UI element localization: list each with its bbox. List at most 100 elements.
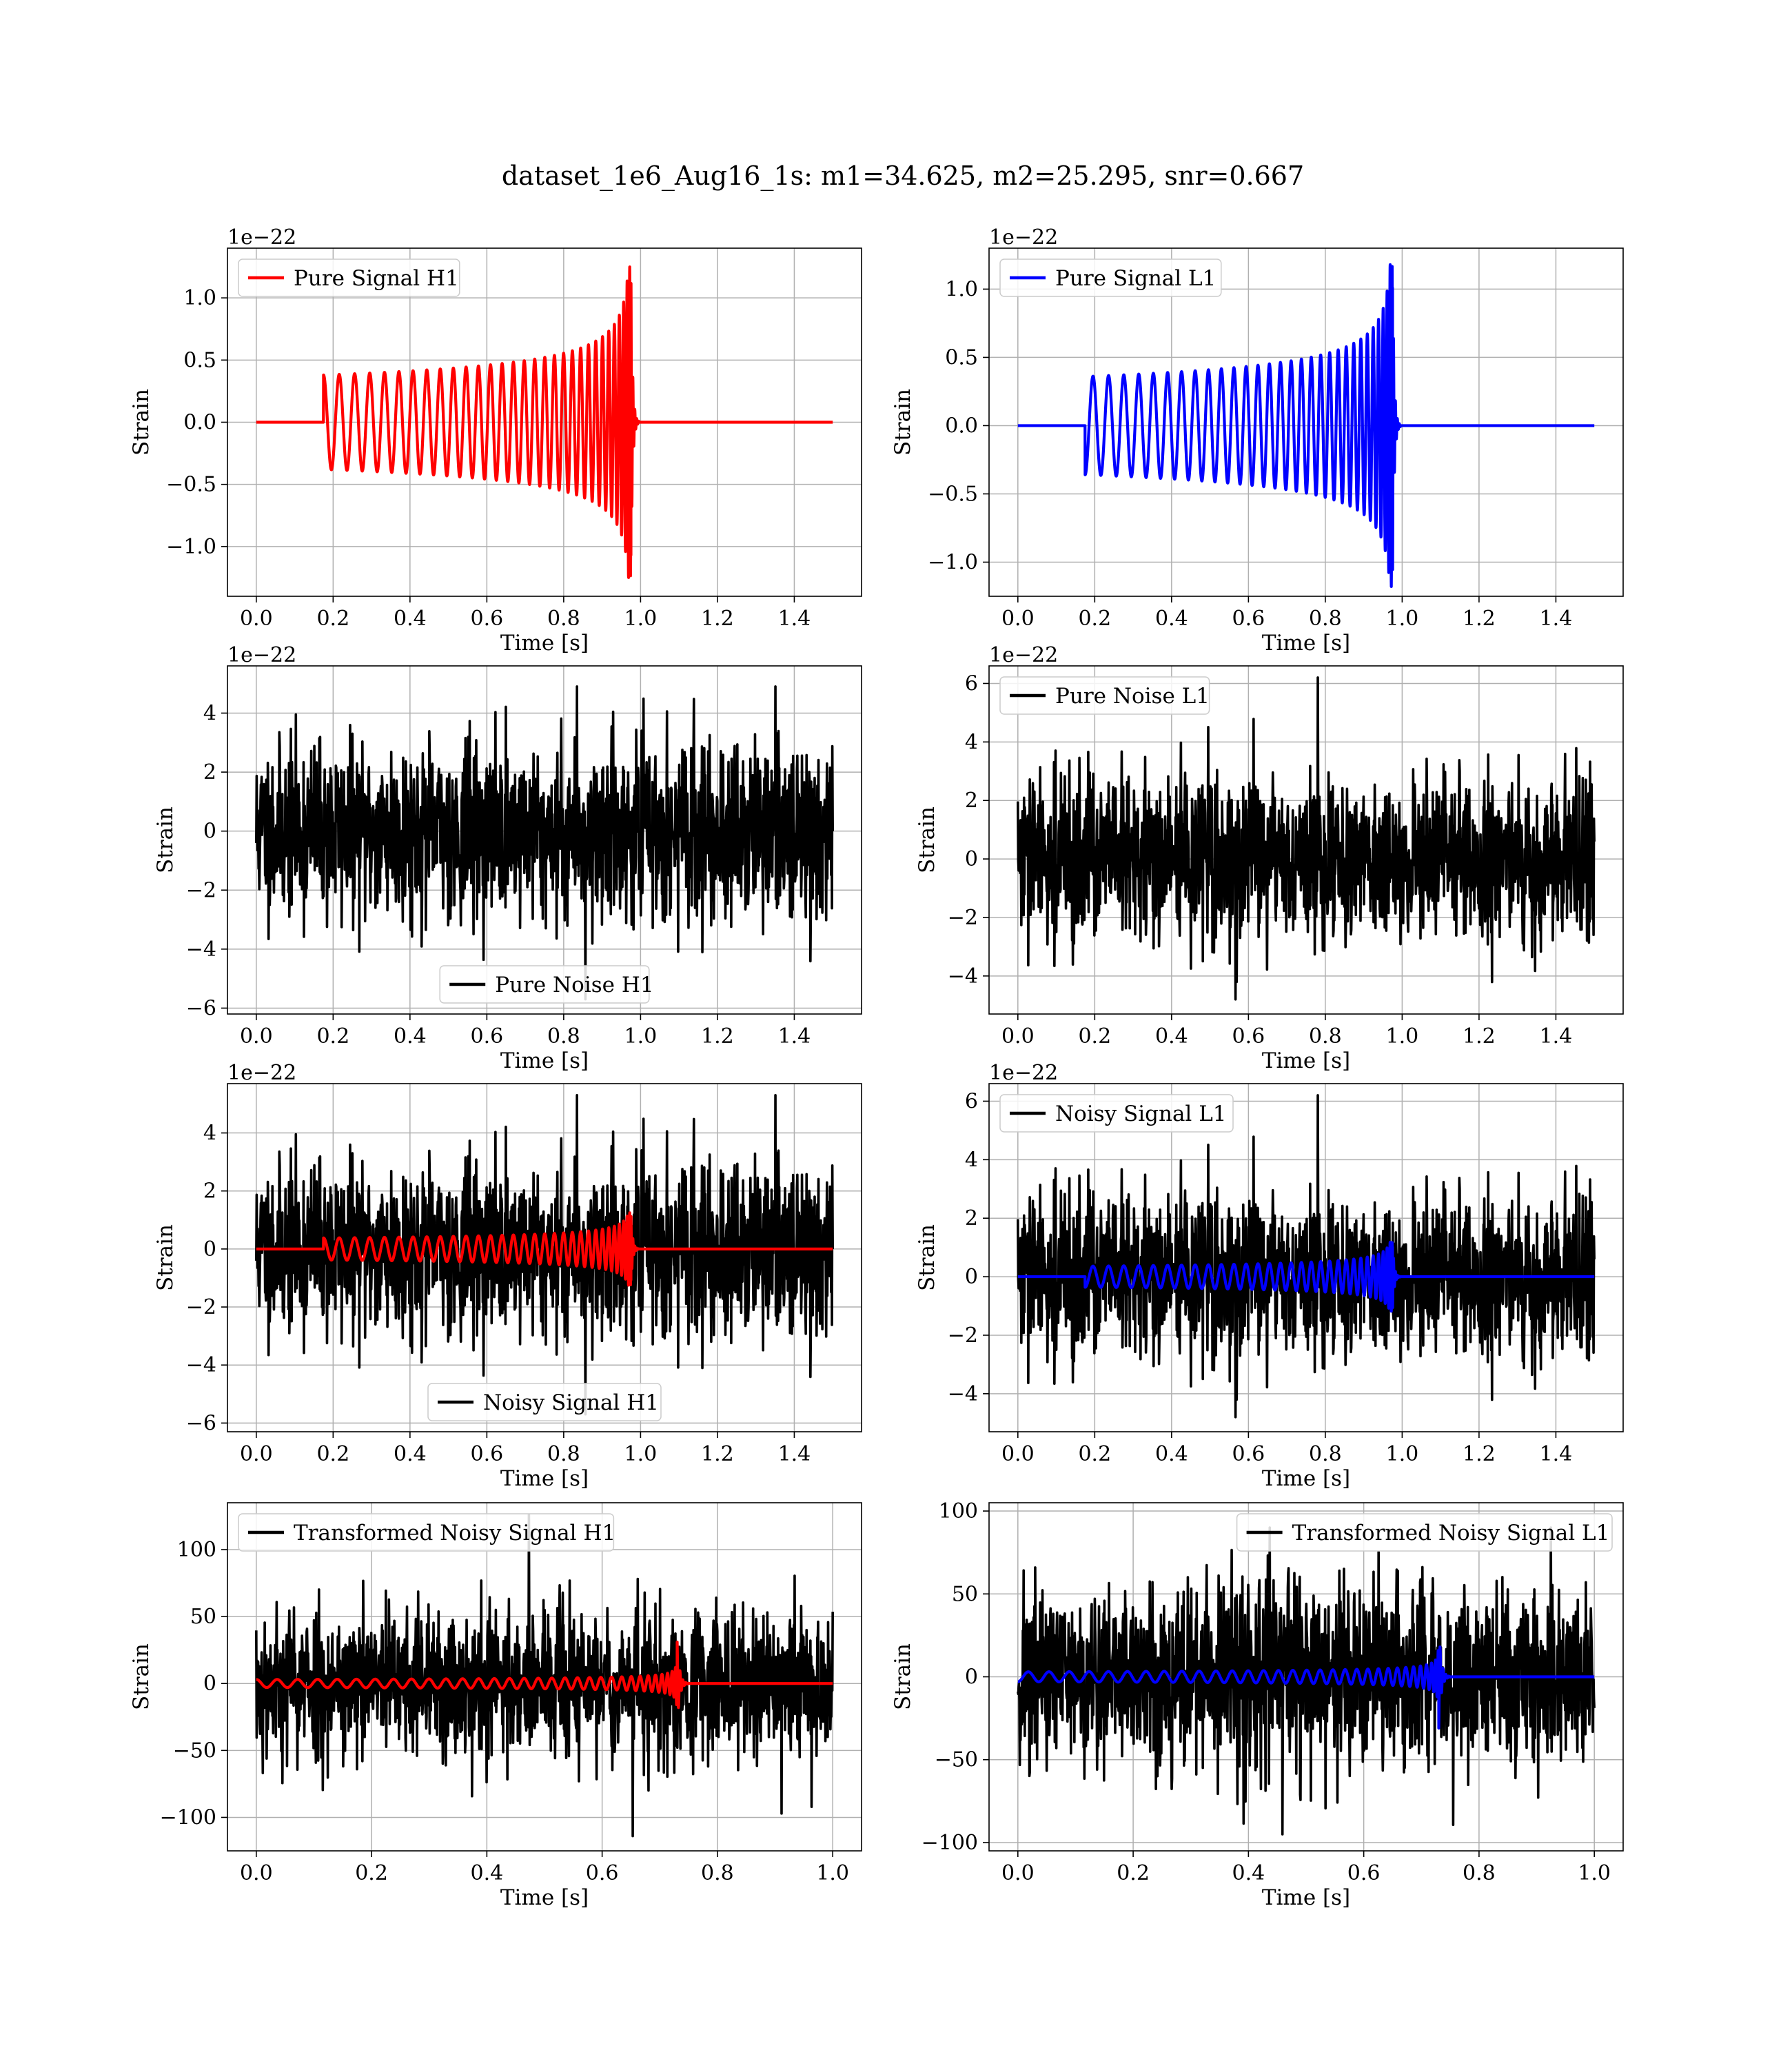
- offset-text: 1e−22: [989, 225, 1058, 250]
- x-tick-label: 1.0: [1578, 1861, 1611, 1885]
- x-tick-label: 0.2: [1078, 607, 1111, 631]
- offset-text: 1e−22: [989, 1061, 1058, 1085]
- y-tick-label: −50: [173, 1738, 216, 1763]
- series-group: [1016, 263, 1596, 588]
- y-tick-label: 4: [203, 701, 216, 725]
- y-tick-label: 4: [965, 730, 978, 754]
- axes-frame: [227, 665, 862, 1015]
- series-group: [254, 1094, 835, 1416]
- x-tick-label: 1.4: [778, 1442, 811, 1466]
- x-tick-label: 1.2: [1463, 1442, 1496, 1466]
- series-group: [254, 265, 835, 579]
- y-tick-label: 0: [203, 820, 216, 844]
- x-tick-label: 0.4: [1155, 1442, 1188, 1466]
- x-tick-label: 1.0: [1386, 1442, 1419, 1466]
- y-tick-label: −4: [948, 1382, 978, 1406]
- x-tick-label: 0.8: [547, 1024, 580, 1048]
- x-tick-label: 0.0: [240, 607, 273, 631]
- y-tick-label: −50: [935, 1748, 978, 1772]
- y-tick-label: 4: [965, 1148, 978, 1172]
- y-tick-label: 0: [203, 1672, 216, 1696]
- axes-frame: [988, 1083, 1624, 1432]
- x-tick-label: 0.6: [471, 1442, 504, 1466]
- y-axis-label: Strain: [129, 1643, 154, 1710]
- x-tick-label: 0.0: [1001, 1024, 1035, 1048]
- legend-box: [999, 1094, 1234, 1133]
- x-tick-label: 0.6: [1232, 1024, 1265, 1048]
- panels: 0.0 0.2 0.4 0.6 0.8 1.0 1.2 1.4 1.0 0.5 0.0 −0.5 −1.…: [129, 225, 1624, 1910]
- legend-label: Noisy Signal L1: [1055, 1102, 1227, 1126]
- x-tick-label: 1.2: [701, 607, 734, 631]
- x-tick-label: 0.4: [1155, 607, 1188, 631]
- signal-series-line: [254, 1211, 835, 1287]
- x-tick-label: 0.8: [547, 1442, 580, 1466]
- panel-5: 0.0 0.2 0.4 0.6 0.8 1.0 1.2 1.4 4 2 0 −2 −4 −6 Time [s…: [153, 1061, 862, 1491]
- y-tick-label: −6: [186, 996, 216, 1020]
- y-tick-label: −100: [922, 1831, 978, 1855]
- x-tick-label: 0.6: [1347, 1861, 1381, 1885]
- legend-box: [238, 258, 460, 297]
- x-tick-label: 0.6: [471, 607, 504, 631]
- y-tick-label: 0.5: [945, 345, 978, 369]
- x-tick-label: 0.0: [240, 1861, 273, 1885]
- x-tick-label: 0.2: [316, 607, 349, 631]
- y-tick-label: 0: [965, 847, 978, 871]
- y-tick-label: 0: [203, 1237, 216, 1261]
- x-tick-label: 0.8: [547, 607, 580, 631]
- x-tick-label: 1.4: [778, 607, 811, 631]
- series-group: [255, 685, 834, 1001]
- legend-box: [1236, 1513, 1613, 1552]
- legend: Transformed Noisy Signal H1: [238, 1513, 615, 1552]
- y-tick-label: 0.5: [183, 348, 216, 372]
- x-tick-label: 1.4: [1540, 1024, 1573, 1048]
- y-tick-label: −2: [186, 1295, 216, 1319]
- signal-series-line: [1016, 263, 1596, 588]
- y-axis-label: Strain: [890, 389, 915, 456]
- y-tick-label: 4: [203, 1122, 216, 1146]
- panel-8: 0.0 0.2 0.4 0.6 0.8 1.0 100 50 0 −50 −100 Time [s] S…: [890, 1499, 1624, 1910]
- legend: Pure Signal H1: [238, 258, 460, 297]
- legend-box: [427, 1383, 662, 1421]
- x-tick-label: 0.2: [1078, 1024, 1111, 1048]
- x-tick-label: 0.2: [1078, 1442, 1111, 1466]
- offset-text: 1e−22: [227, 225, 296, 250]
- x-axis-label: Time [s]: [500, 1885, 589, 1910]
- x-tick-label: 0.0: [1001, 1861, 1035, 1885]
- x-tick-label: 1.0: [816, 1861, 849, 1885]
- signal-series-line: [1016, 1645, 1596, 1730]
- legend-box: [999, 676, 1210, 715]
- x-axis-label: Time [s]: [500, 631, 589, 656]
- legend: Pure Noise H1: [439, 965, 654, 1004]
- y-tick-label: 2: [203, 1179, 216, 1204]
- y-tick-label: 6: [965, 1089, 978, 1113]
- x-tick-label: 0.6: [586, 1861, 619, 1885]
- x-tick-label: 1.0: [624, 1024, 658, 1048]
- y-tick-label: −1.0: [166, 535, 216, 559]
- noise-series-line: [255, 1513, 834, 1838]
- y-tick-label: −100: [160, 1805, 216, 1829]
- x-tick-label: 1.4: [1540, 1442, 1573, 1466]
- series-group: [1016, 1094, 1596, 1419]
- y-axis-label: Strain: [890, 1643, 915, 1710]
- y-axis-label: Strain: [129, 389, 154, 456]
- noise-series-line: [1017, 676, 1596, 1001]
- x-tick-label: 0.4: [394, 607, 427, 631]
- y-tick-label: 0: [965, 1665, 978, 1690]
- y-tick-label: −4: [186, 1353, 216, 1377]
- figure-title: dataset_1e6_Aug16_1s: m1=34.625, m2=25.2…: [502, 161, 1304, 192]
- legend-label: Noisy Signal H1: [483, 1390, 659, 1415]
- signal-series-line: [254, 1640, 835, 1710]
- x-tick-label: 0.8: [1309, 1024, 1342, 1048]
- legend-label: Pure Noise H1: [495, 973, 653, 997]
- x-tick-label: 0.8: [701, 1861, 734, 1885]
- y-axis-label: Strain: [915, 1224, 939, 1291]
- y-tick-label: 100: [939, 1499, 978, 1523]
- y-tick-label: 0.0: [945, 414, 978, 438]
- legend-label: Transformed Noisy Signal H1: [294, 1521, 615, 1545]
- offset-text: 1e−22: [227, 1061, 296, 1085]
- x-tick-label: 1.2: [701, 1442, 734, 1466]
- x-tick-label: 1.0: [624, 607, 658, 631]
- x-tick-label: 0.0: [1001, 1442, 1035, 1466]
- x-tick-label: 0.2: [316, 1024, 349, 1048]
- x-tick-label: 1.4: [1540, 607, 1573, 631]
